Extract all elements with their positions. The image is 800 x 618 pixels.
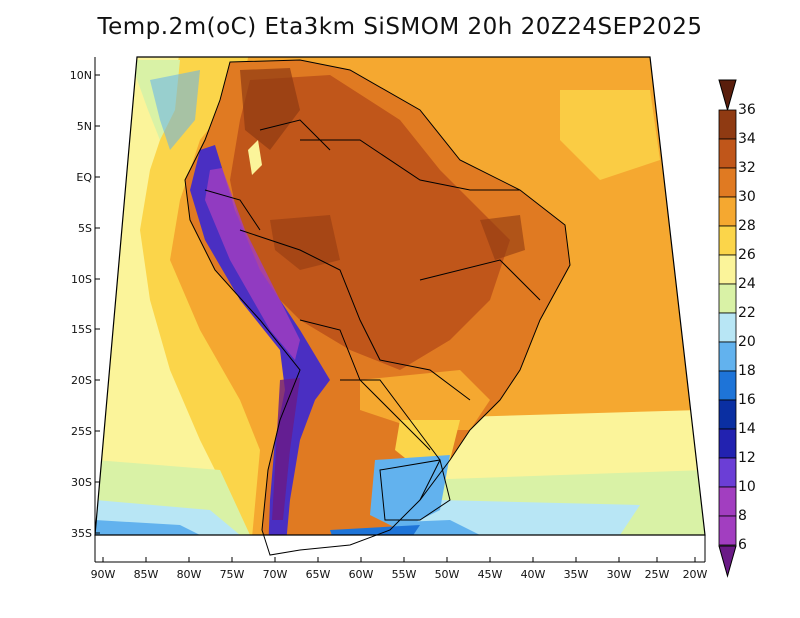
- colorbar-label: 10: [738, 479, 756, 495]
- colorbar-label: 28: [738, 218, 756, 234]
- colorbar-label: 20: [738, 334, 756, 350]
- map-title: Temp.2m(oC) Eta3km SiSMOM 20h 20Z24SEP20…: [97, 14, 703, 40]
- colorbar-label: 12: [738, 450, 756, 466]
- lon-label: 20W: [683, 568, 708, 581]
- colorbar-swatch: [718, 254, 737, 285]
- lat-label: 10N: [70, 69, 92, 82]
- colorbar-swatch: [718, 312, 737, 343]
- border-argentina: [340, 379, 441, 501]
- lon-label: 30W: [607, 568, 632, 581]
- lon-label: 85W: [134, 568, 159, 581]
- colorbar-swatch: [718, 109, 737, 140]
- pacific-south-blue: [95, 520, 200, 535]
- border-states: [419, 259, 541, 301]
- colorbar-swatch: [718, 428, 737, 459]
- lat-label: 10S: [71, 273, 92, 286]
- lon-label: 90W: [91, 568, 116, 581]
- lon-label: 40W: [521, 568, 546, 581]
- lat-label: 25S: [71, 425, 92, 438]
- colorbar-swatch: [718, 399, 737, 430]
- colorbar-label: 18: [738, 363, 756, 379]
- colorbar-swatch: [718, 283, 737, 314]
- lon-label: 75W: [220, 568, 245, 581]
- colorbar-label: 26: [738, 247, 756, 263]
- land-very-hot: [230, 75, 510, 370]
- land-extreme-west: [270, 215, 340, 270]
- colorbar-swatch: [718, 341, 737, 372]
- highland-spot: [248, 140, 262, 175]
- andes-peak-band: [205, 168, 300, 360]
- temperature-field: [95, 57, 705, 535]
- pacific-north-blue: [150, 70, 200, 150]
- land-extreme-north: [240, 68, 300, 150]
- land-cold-south: [330, 525, 420, 535]
- colorbar-label: 22: [738, 305, 756, 321]
- colorbar-top-arrow: [718, 79, 737, 112]
- lat-label: 5N: [77, 120, 92, 133]
- colorbar-swatch: [718, 138, 737, 169]
- colorbar-label: 14: [738, 421, 756, 437]
- border-uruguay: [379, 459, 451, 521]
- border-west-brazil: [239, 229, 471, 401]
- colorbar: 36 34 32 30 28 26 24 22 20 18 16 14 12 1…: [718, 79, 756, 578]
- colorbar-swatch: [718, 486, 737, 517]
- border-colombia-venezuela: [259, 119, 331, 151]
- colorbar-label: 6: [738, 537, 747, 553]
- colorbar-label: 36: [738, 102, 756, 118]
- lat-label: EQ: [76, 171, 92, 184]
- latitude-labels: 10N 5N EQ 5S 10S 15S 20S 25S 30S 35S: [70, 69, 93, 540]
- colorbar-label: 34: [738, 131, 756, 147]
- lat-label: 15S: [71, 323, 92, 336]
- lon-label: 55W: [392, 568, 417, 581]
- coastlines-and-borders: [184, 59, 571, 556]
- longitude-ticks: [102, 557, 696, 562]
- colorbar-label: 8: [738, 508, 747, 524]
- land-extreme-northeast: [480, 215, 525, 260]
- lat-label: 35S: [71, 527, 92, 540]
- colorbar-bottom-arrow: [718, 545, 737, 578]
- longitude-labels: 90W 85W 80W 75W 70W 65W 60W 55W 50W 45W …: [91, 568, 708, 581]
- colorbar-labels: 36 34 32 30 28 26 24 22 20 18 16 14 12 1…: [738, 102, 756, 553]
- lat-label: 20S: [71, 374, 92, 387]
- colorbar-swatch: [718, 225, 737, 256]
- andes-south-peaks: [272, 378, 300, 520]
- lon-label: 65W: [306, 568, 331, 581]
- colorbar-swatch: [718, 370, 737, 401]
- colorbar-swatches: [718, 109, 737, 546]
- colorbar-swatch: [718, 515, 737, 546]
- colorbar-swatch: [718, 457, 737, 488]
- continent-outline: [184, 59, 571, 556]
- colorbar-label: 24: [738, 276, 756, 292]
- colorbar-swatch: [718, 167, 737, 198]
- atlantic-north-mid: [560, 90, 660, 180]
- colorbar-label: 16: [738, 392, 756, 408]
- colorbar-label: 32: [738, 160, 756, 176]
- land-warm-south: [360, 370, 490, 430]
- border-north-brazil: [300, 139, 520, 191]
- land-cool-pampas: [370, 455, 450, 530]
- border-ecuador-peru: [204, 189, 261, 231]
- lon-label: 70W: [263, 568, 288, 581]
- latitude-ticks: [95, 74, 100, 534]
- colorbar-label: 30: [738, 189, 756, 205]
- lon-label: 35W: [564, 568, 589, 581]
- lon-label: 60W: [349, 568, 374, 581]
- lon-label: 80W: [177, 568, 202, 581]
- colorbar-swatch: [718, 196, 737, 227]
- lon-label: 45W: [478, 568, 503, 581]
- lat-label: 5S: [78, 222, 92, 235]
- lon-label: 50W: [435, 568, 460, 581]
- lat-label: 30S: [71, 476, 92, 489]
- lon-label: 25W: [645, 568, 670, 581]
